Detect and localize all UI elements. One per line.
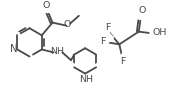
Text: F: F: [105, 23, 110, 32]
Text: F: F: [100, 37, 105, 46]
Text: O: O: [43, 1, 50, 10]
Text: O: O: [64, 20, 71, 29]
Text: NH: NH: [79, 75, 93, 84]
Text: N: N: [10, 44, 18, 54]
Text: O: O: [138, 6, 145, 15]
Text: NH: NH: [50, 47, 64, 56]
Text: F: F: [120, 57, 126, 66]
Text: OH: OH: [152, 28, 167, 37]
